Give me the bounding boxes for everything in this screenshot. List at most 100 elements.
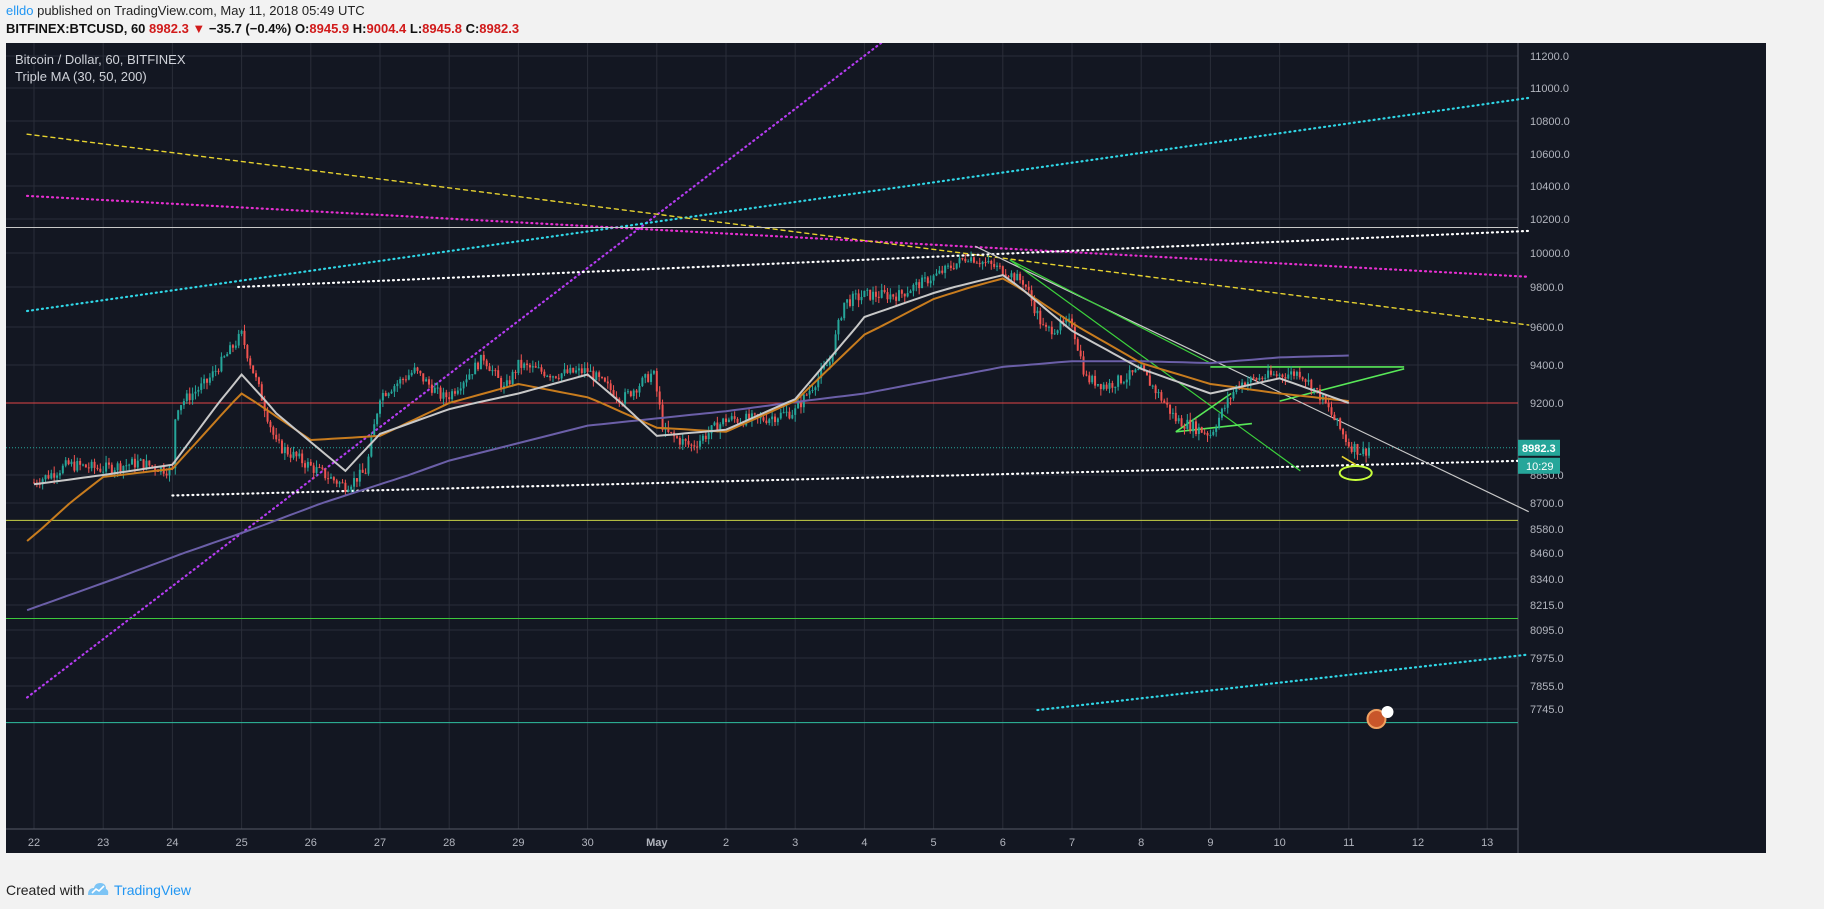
time-tick-label: 29 bbox=[512, 837, 524, 849]
candle-body bbox=[56, 475, 59, 478]
candle-body bbox=[837, 319, 840, 335]
indicator-label[interactable]: Triple MA (30, 50, 200) bbox=[15, 69, 147, 84]
candle-body bbox=[1336, 418, 1339, 421]
candle-body bbox=[572, 367, 575, 373]
candle-body bbox=[1019, 273, 1022, 281]
candle-body bbox=[970, 257, 973, 262]
price-chart[interactable]: 11200.0 11000.0 10800.0 10600.0 10400.0 10200… bbox=[6, 43, 1766, 853]
candle-body bbox=[110, 464, 113, 474]
candle-body bbox=[367, 456, 370, 474]
candle-body bbox=[1131, 370, 1134, 373]
candle-body bbox=[877, 296, 880, 298]
candle-body bbox=[402, 379, 405, 381]
candle-body bbox=[82, 464, 85, 466]
candle-body bbox=[289, 454, 292, 458]
candle-body bbox=[304, 463, 307, 468]
candle-body bbox=[1252, 377, 1255, 379]
candle-body bbox=[926, 277, 929, 284]
channel-line-green bbox=[1009, 259, 1301, 472]
candle-body bbox=[456, 390, 459, 394]
candle-body bbox=[696, 446, 699, 448]
price-tick-label: 11200.0 bbox=[1530, 51, 1569, 63]
countdown-badge bbox=[1518, 457, 1560, 474]
candle-body bbox=[517, 359, 520, 373]
candle-body bbox=[508, 380, 511, 385]
candle-body bbox=[641, 377, 644, 387]
candle-body bbox=[1056, 330, 1059, 334]
candle-body bbox=[479, 354, 482, 370]
candle-body bbox=[1021, 280, 1024, 285]
candle-body bbox=[794, 408, 797, 415]
candle-body bbox=[125, 465, 128, 467]
candle-body bbox=[1347, 441, 1350, 447]
candle-body bbox=[629, 391, 632, 397]
chart-area[interactable]: 11200.0 11000.0 10800.0 10600.0 10400.0 10200… bbox=[6, 43, 1766, 853]
candle-body bbox=[557, 377, 560, 379]
candle-body bbox=[105, 462, 108, 472]
candle-body bbox=[577, 368, 580, 371]
candle-body bbox=[817, 377, 820, 388]
candle-body bbox=[650, 373, 653, 382]
candle-body bbox=[1091, 375, 1094, 383]
candle-body bbox=[898, 290, 900, 301]
candle-body bbox=[615, 396, 618, 399]
candle-body bbox=[133, 458, 136, 468]
candle-body bbox=[206, 378, 208, 383]
candle-body bbox=[1027, 286, 1030, 291]
candle-body bbox=[831, 354, 834, 362]
time-tick-label: 13 bbox=[1481, 837, 1493, 849]
candle-body bbox=[396, 383, 399, 387]
candle-body bbox=[73, 461, 76, 471]
candle-body bbox=[788, 411, 791, 419]
time-tick-label: 8 bbox=[1138, 837, 1144, 849]
candle-body bbox=[381, 392, 384, 401]
candle-body bbox=[122, 465, 125, 472]
candle-body bbox=[1272, 374, 1275, 376]
price-tick-label: 10000.0 bbox=[1530, 248, 1570, 260]
candle-body bbox=[425, 379, 428, 382]
candle-body bbox=[269, 421, 272, 428]
candle-body bbox=[465, 379, 468, 383]
candle-body bbox=[647, 374, 650, 382]
candle-body bbox=[814, 387, 817, 391]
candle-body bbox=[701, 435, 704, 441]
candle-body bbox=[1269, 370, 1272, 375]
price-tick-label: 8700.0 bbox=[1530, 498, 1564, 510]
candle-body bbox=[785, 411, 788, 413]
event-flag-icon bbox=[1366, 709, 1387, 729]
candle-body bbox=[987, 260, 990, 263]
candle-body bbox=[1295, 371, 1298, 376]
tradingview-brand-link[interactable]: TradingView bbox=[114, 882, 192, 898]
candle-body bbox=[857, 293, 860, 301]
time-tick-label: 9 bbox=[1207, 837, 1213, 849]
candle-body bbox=[188, 393, 191, 401]
price-tick-label: 8095.0 bbox=[1530, 625, 1564, 637]
candle-body bbox=[384, 392, 387, 396]
candle-body bbox=[860, 296, 863, 301]
candle-body bbox=[1163, 400, 1166, 403]
candle-body bbox=[563, 369, 566, 374]
candle-body bbox=[136, 460, 139, 468]
author-link[interactable]: elldo bbox=[6, 3, 34, 18]
candle-body bbox=[439, 387, 442, 399]
candle-body bbox=[442, 392, 445, 399]
candle-body bbox=[379, 400, 381, 414]
candle-body bbox=[376, 413, 379, 425]
candle-body bbox=[834, 334, 837, 355]
candle-body bbox=[511, 371, 514, 385]
candle-body bbox=[566, 369, 569, 373]
candle-body bbox=[1353, 444, 1356, 452]
candle-body bbox=[762, 417, 765, 421]
candle-body bbox=[151, 465, 154, 467]
candle-body bbox=[84, 464, 87, 468]
candle-body bbox=[1258, 377, 1261, 380]
candle-body bbox=[889, 294, 892, 300]
candle-body bbox=[327, 478, 330, 480]
candle-body bbox=[523, 363, 526, 368]
candle-body bbox=[1143, 365, 1146, 371]
candle-body bbox=[892, 294, 895, 297]
candle-body bbox=[759, 417, 762, 419]
candle-body bbox=[312, 465, 315, 473]
published-text: published on TradingView.com, May 11, 20… bbox=[37, 3, 365, 18]
candle-body bbox=[226, 354, 229, 357]
